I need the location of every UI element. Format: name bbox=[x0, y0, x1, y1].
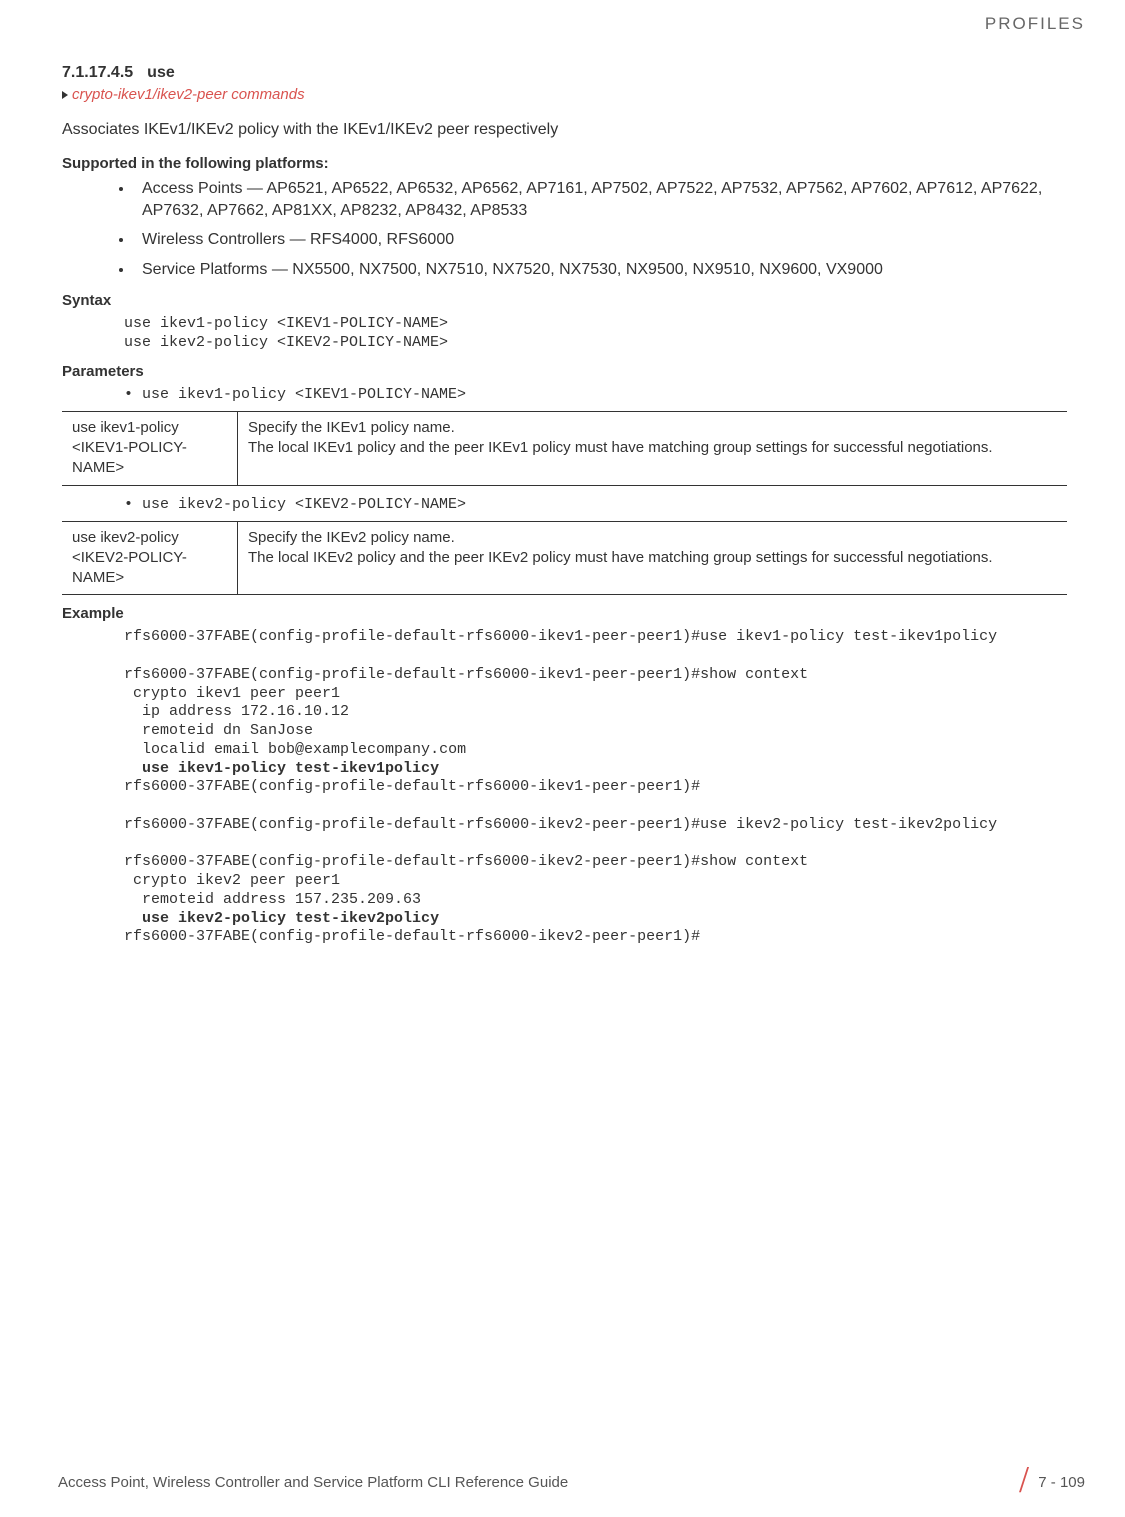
syntax-code: use ikev1-policy <IKEV1-POLICY-NAME> use… bbox=[124, 315, 1067, 353]
platform-item: Service Platforms — NX5500, NX7500, NX75… bbox=[134, 259, 1067, 281]
example-line: remoteid address 157.235.209.63 bbox=[124, 891, 421, 908]
param1-table: use ikev1-policy <IKEV1-POLICY-NAME> Spe… bbox=[62, 411, 1067, 486]
example-line: ip address 172.16.10.12 bbox=[124, 703, 349, 720]
param1-right-line1: Specify the IKEv1 policy name. bbox=[248, 418, 1057, 438]
example-line: rfs6000-37FABE(config-profile-default-rf… bbox=[124, 816, 997, 833]
param2-bullet: • use ikev2-policy <IKEV2-POLICY-NAME> bbox=[124, 496, 1067, 513]
example-heading: Example bbox=[62, 605, 1067, 622]
param2-table: use ikev2-policy <IKEV2-POLICY-NAME> Spe… bbox=[62, 521, 1067, 596]
example-line: rfs6000-37FABE(config-profile-default-rf… bbox=[124, 928, 700, 945]
example-line: crypto ikev2 peer peer1 bbox=[124, 872, 340, 889]
table-row: use ikev2-policy <IKEV2-POLICY-NAME> Spe… bbox=[62, 521, 1067, 595]
example-line: crypto ikev1 peer peer1 bbox=[124, 685, 340, 702]
example-line-bold: use ikev1-policy test-ikev1policy bbox=[124, 760, 439, 777]
section-number: 7.1.17.4.5 bbox=[62, 64, 133, 81]
footer-page-wrap: / 7 - 109 bbox=[1019, 1473, 1085, 1493]
param1-left: use ikev1-policy <IKEV1-POLICY-NAME> bbox=[62, 411, 238, 485]
syntax-heading: Syntax bbox=[62, 292, 1067, 309]
footer-guide-title: Access Point, Wireless Controller and Se… bbox=[58, 1474, 568, 1491]
example-line: rfs6000-37FABE(config-profile-default-rf… bbox=[124, 778, 700, 795]
example-line: remoteid dn SanJose bbox=[124, 722, 313, 739]
page-content: 7.1.17.4.5 use crypto-ikev1/ikev2-peer co… bbox=[0, 34, 1125, 947]
arrow-right-icon bbox=[62, 91, 68, 99]
footer-page-number: 7 - 109 bbox=[1038, 1474, 1085, 1491]
param2-right-line1: Specify the IKEv2 policy name. bbox=[248, 528, 1057, 548]
slash-icon: / bbox=[1020, 1471, 1027, 1491]
section-description: Associates IKEv1/IKEv2 policy with the I… bbox=[62, 121, 1067, 139]
page-footer: Access Point, Wireless Controller and Se… bbox=[0, 1473, 1125, 1493]
param2-right-line2: The local IKEv2 policy and the peer IKEv… bbox=[248, 548, 1057, 568]
param1-right: Specify the IKEv1 policy name. The local… bbox=[238, 411, 1068, 485]
parameters-heading: Parameters bbox=[62, 363, 1067, 380]
table-row: use ikev1-policy <IKEV1-POLICY-NAME> Spe… bbox=[62, 411, 1067, 485]
section-heading: 7.1.17.4.5 use bbox=[62, 64, 1067, 82]
platform-item: Access Points — AP6521, AP6522, AP6532, … bbox=[134, 178, 1067, 221]
example-line: rfs6000-37FABE(config-profile-default-rf… bbox=[124, 628, 997, 645]
example-code: rfs6000-37FABE(config-profile-default-rf… bbox=[124, 628, 1067, 947]
platform-item: Wireless Controllers — RFS4000, RFS6000 bbox=[134, 229, 1067, 251]
param1-right-line2: The local IKEv1 policy and the peer IKEv… bbox=[248, 438, 1057, 458]
section-title: use bbox=[147, 64, 175, 81]
platforms-heading: Supported in the following platforms: bbox=[62, 155, 1067, 172]
breadcrumb-text[interactable]: crypto-ikev1/ikev2-peer commands bbox=[72, 86, 305, 103]
example-line-bold: use ikev2-policy test-ikev2policy bbox=[124, 910, 439, 927]
example-line: localid email bob@examplecompany.com bbox=[124, 741, 466, 758]
example-line: rfs6000-37FABE(config-profile-default-rf… bbox=[124, 853, 808, 870]
header-category: PROFILES bbox=[0, 0, 1125, 34]
param2-right: Specify the IKEv2 policy name. The local… bbox=[238, 521, 1068, 595]
platforms-list: Access Points — AP6521, AP6522, AP6532, … bbox=[62, 178, 1067, 280]
breadcrumb: crypto-ikev1/ikev2-peer commands bbox=[62, 86, 1067, 103]
param2-left: use ikev2-policy <IKEV2-POLICY-NAME> bbox=[62, 521, 238, 595]
param1-bullet: • use ikev1-policy <IKEV1-POLICY-NAME> bbox=[124, 386, 1067, 403]
example-line: rfs6000-37FABE(config-profile-default-rf… bbox=[124, 666, 808, 683]
